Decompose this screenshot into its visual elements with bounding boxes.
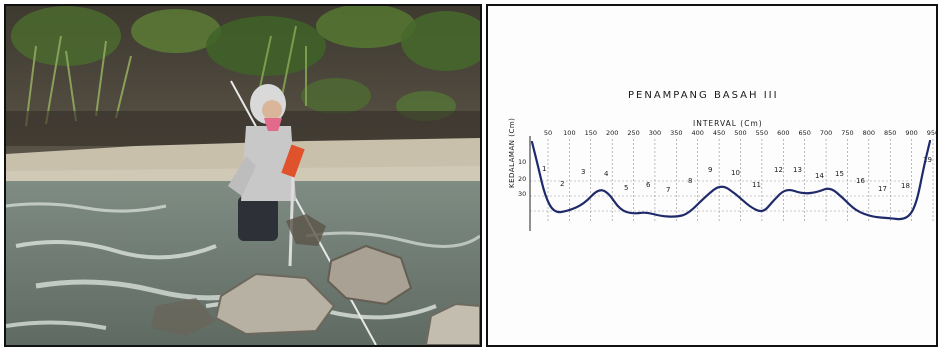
vegetation <box>11 6 480 127</box>
interval-tick-label: 700 <box>820 129 832 137</box>
depth-tick-label: 30 <box>518 190 526 198</box>
section-number-label: 5 <box>624 184 628 192</box>
interval-tick-label: 250 <box>627 129 639 137</box>
cross-section-sketch: PENAMPANG BASAH III INTERVAL (Cm) KEDALA… <box>486 4 938 347</box>
interval-ticks: 50 100 150 200 250 300 350 400 450 500 550 600 650 70… <box>544 129 936 137</box>
x-axis-label: INTERVAL (Cm) <box>693 119 763 128</box>
depth-ticks: 10 20 30 <box>518 158 526 198</box>
measuring-rope <box>230 80 377 345</box>
interval-tick-label: 600 <box>777 129 789 137</box>
section-number-label: 9 <box>708 166 712 174</box>
section-number-label: 12 <box>774 166 783 174</box>
interval-tick-label: 450 <box>713 129 725 137</box>
interval-tick-label: 400 <box>692 129 704 137</box>
section-number-label: 17 <box>878 185 887 193</box>
interval-tick-label: 300 <box>649 129 661 137</box>
interval-tick-label: 150 <box>585 129 597 137</box>
orange-tool <box>281 144 305 178</box>
section-number-label: 8 <box>688 177 692 185</box>
interval-tick-label: 650 <box>798 129 810 137</box>
interval-tick-label: 50 <box>544 129 552 137</box>
surveyor-person <box>228 84 305 267</box>
section-number-label: 11 <box>752 181 761 189</box>
interval-tick-label: 800 <box>863 129 875 137</box>
interval-tick-label: 950 <box>927 129 936 137</box>
interval-guides <box>530 139 934 221</box>
section-number-label: 16 <box>856 177 865 185</box>
interval-tick-label: 500 <box>734 129 746 137</box>
depth-tick-label: 20 <box>518 175 526 183</box>
riverbed-profile-line <box>530 139 932 221</box>
y-axis-label: KEDALAMAN (Cm) <box>508 118 516 188</box>
section-number-label: 6 <box>646 181 651 189</box>
section-number-label: 7 <box>666 186 670 194</box>
section-number-label: 2 <box>560 180 564 188</box>
section-number-label: 15 <box>835 170 844 178</box>
section-number-label: 3 <box>581 168 585 176</box>
section-number-label: 4 <box>604 170 609 178</box>
section-number-label: 14 <box>815 172 824 180</box>
field-photo <box>4 4 482 347</box>
sketch-title: PENAMPANG BASAH III <box>628 90 779 101</box>
cross-section-drawing: PENAMPANG BASAH III INTERVAL (Cm) KEDALA… <box>508 90 936 231</box>
section-number-label: 1 <box>542 165 546 173</box>
interval-tick-label: 350 <box>670 129 682 137</box>
section-number-label: 10 <box>731 169 740 177</box>
river-measurement-photo <box>6 6 480 345</box>
interval-tick-label: 750 <box>841 129 853 137</box>
interval-tick-label: 850 <box>884 129 896 137</box>
interval-tick-label: 900 <box>905 129 917 137</box>
section-number-label: 19 <box>923 156 932 164</box>
depth-tick-label: 10 <box>518 158 526 166</box>
river-rocks <box>151 214 480 345</box>
interval-tick-label: 100 <box>563 129 575 137</box>
interval-tick-label: 550 <box>756 129 768 137</box>
section-number-label: 13 <box>793 166 802 174</box>
section-number-label: 18 <box>901 182 910 190</box>
interval-tick-label: 200 <box>606 129 618 137</box>
